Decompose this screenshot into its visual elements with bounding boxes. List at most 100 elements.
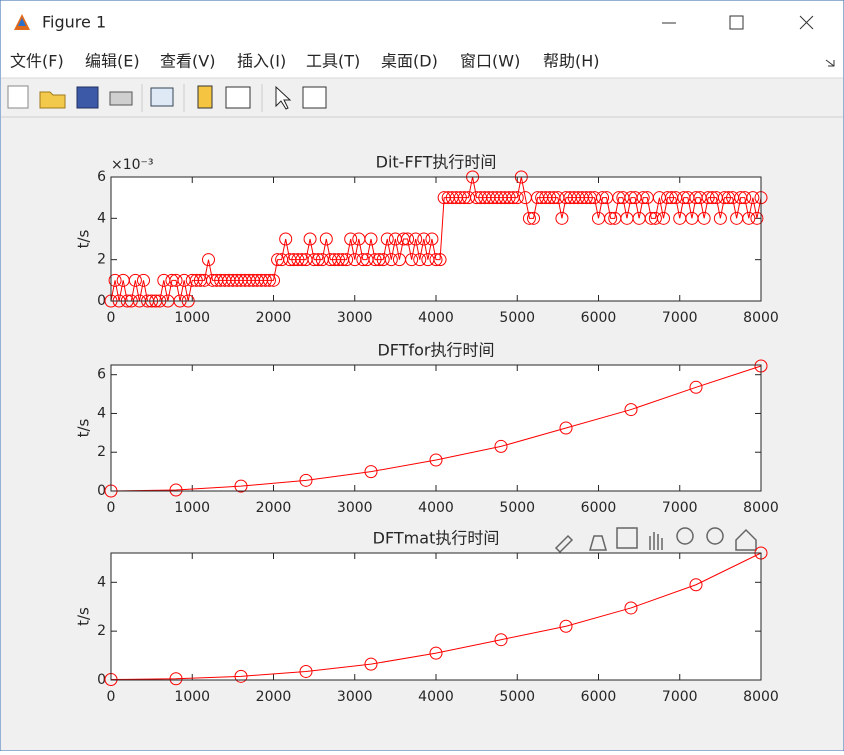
x-tick-label: 1000 xyxy=(174,310,210,326)
y-tick-label: 0 xyxy=(97,672,106,688)
data-marker xyxy=(417,232,431,246)
axes-title: DFTfor执行时间 xyxy=(377,341,494,360)
y-axis-label: t/s xyxy=(75,418,93,437)
axes-box xyxy=(110,176,762,302)
data-marker xyxy=(234,669,248,683)
data-marker xyxy=(494,439,508,453)
y-tick-label: 4 xyxy=(97,574,106,590)
data-marker xyxy=(555,211,569,225)
open-icon[interactable] xyxy=(39,91,66,109)
x-tick-label: 3000 xyxy=(337,689,373,705)
menu-item[interactable]: 文件(F) xyxy=(10,52,64,71)
menu-item[interactable]: 桌面(D) xyxy=(381,52,438,71)
menu-item[interactable]: 插入(I) xyxy=(237,52,286,71)
data-marker xyxy=(384,253,398,267)
data-marker xyxy=(319,232,333,246)
data-marker xyxy=(267,273,280,287)
x-tick-label: 5000 xyxy=(499,500,535,516)
property-icon[interactable] xyxy=(302,86,327,109)
data-marker xyxy=(189,273,203,287)
zoom-out-icon[interactable] xyxy=(706,527,724,545)
data-marker xyxy=(376,253,390,267)
colorbar-icon[interactable] xyxy=(197,85,213,109)
data-marker xyxy=(559,421,573,435)
data-marker xyxy=(409,232,423,246)
x-tick-label: 2000 xyxy=(256,689,292,705)
x-tick-label: 2000 xyxy=(256,310,292,326)
data-line xyxy=(110,552,762,681)
data-marker xyxy=(380,232,394,246)
data-marker xyxy=(746,191,760,205)
menu-item[interactable]: 编辑(E) xyxy=(85,52,140,71)
data-marker xyxy=(303,232,317,246)
data-marker xyxy=(713,211,727,225)
y-tick-label: 4 xyxy=(97,210,106,226)
menu-item[interactable]: 查看(V) xyxy=(160,52,215,71)
print-icon[interactable] xyxy=(109,91,133,106)
pan-icon[interactable] xyxy=(649,532,663,550)
plot-area xyxy=(111,553,761,680)
data-marker xyxy=(169,672,183,686)
data-marker xyxy=(169,273,183,287)
legend-icon[interactable] xyxy=(225,86,251,109)
data-marker xyxy=(234,479,248,493)
home-icon[interactable] xyxy=(735,528,757,551)
maximize-button[interactable] xyxy=(729,15,744,30)
pointer-icon[interactable] xyxy=(275,85,292,110)
data-marker xyxy=(648,211,662,225)
close-button[interactable] xyxy=(799,15,814,30)
data-marker xyxy=(405,253,419,267)
x-tick-label: 7000 xyxy=(662,689,698,705)
datatip-icon[interactable] xyxy=(616,527,638,549)
menu-bar xyxy=(1,44,843,78)
x-tick-label: 6000 xyxy=(581,310,617,326)
menu-item[interactable]: 窗口(W) xyxy=(460,52,520,71)
data-marker xyxy=(368,253,382,267)
brush-icon[interactable] xyxy=(589,535,607,551)
x-tick-label: 4000 xyxy=(418,500,454,516)
data-marker xyxy=(636,191,650,205)
y-axis-label: t/s xyxy=(75,607,93,626)
data-marker xyxy=(344,232,358,246)
data-marker xyxy=(494,633,508,647)
data-marker xyxy=(624,601,638,615)
zoom-in-icon[interactable] xyxy=(676,527,694,545)
data-marker xyxy=(433,253,447,267)
y-tick-label: 2 xyxy=(97,444,106,460)
data-marker xyxy=(701,191,715,205)
x-tick-label: 7000 xyxy=(662,500,698,516)
y-tick-label: 2 xyxy=(97,252,106,268)
data-marker xyxy=(661,191,675,205)
data-marker xyxy=(604,211,618,225)
data-marker xyxy=(169,483,183,497)
data-marker xyxy=(738,191,752,205)
data-line xyxy=(110,365,762,492)
x-tick-label: 0 xyxy=(107,689,116,705)
menu-item[interactable]: 帮助(H) xyxy=(543,52,600,71)
new-icon[interactable] xyxy=(7,85,29,109)
x-tick-label: 5000 xyxy=(499,310,535,326)
data-marker xyxy=(108,273,122,287)
data-marker xyxy=(413,253,427,267)
save-icon[interactable] xyxy=(76,86,99,109)
data-marker xyxy=(364,232,378,246)
x-tick-label: 5000 xyxy=(499,689,535,705)
y-tick-label: 4 xyxy=(97,405,106,421)
x-tick-label: 1000 xyxy=(174,500,210,516)
data-marker xyxy=(429,453,443,467)
data-marker xyxy=(510,191,524,205)
data-marker xyxy=(717,191,731,205)
link-icon[interactable] xyxy=(150,87,174,107)
x-tick-label: 2000 xyxy=(256,500,292,516)
y-tick-label: 0 xyxy=(97,293,106,309)
data-marker xyxy=(522,211,536,225)
x-tick-label: 3000 xyxy=(337,310,373,326)
data-marker xyxy=(559,619,573,633)
y-tick-label: 6 xyxy=(97,367,106,383)
menu-item[interactable]: 工具(T) xyxy=(306,52,360,71)
dock-arrow[interactable] xyxy=(825,59,835,67)
export-icon[interactable] xyxy=(554,534,574,554)
y-axis-label: t/s xyxy=(75,229,93,248)
axes-toolbar xyxy=(554,527,757,554)
